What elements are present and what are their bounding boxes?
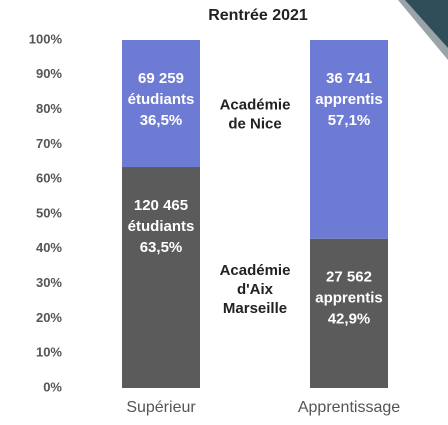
y-tick-label: 80% [36, 101, 62, 116]
series-label: Académie de Nice [220, 96, 291, 132]
y-tick-label: 20% [36, 310, 62, 325]
y-tick-label: 50% [36, 205, 62, 220]
y-tick-label: 100% [29, 31, 63, 46]
bar-segment [310, 238, 388, 388]
y-tick-label: 60% [36, 171, 62, 186]
data-label: 27 562 apprentis 42,9% [315, 269, 383, 328]
y-tick-label: 0% [43, 379, 62, 394]
decoration [405, 0, 448, 48]
data-label: 120 465 étudiants 63,5% [128, 197, 195, 256]
chart-title: Rentrée 2021 [208, 7, 308, 24]
data-label: 69 259 étudiants 36,5% [128, 70, 195, 129]
bar-segment [310, 40, 388, 239]
y-tick-label: 30% [36, 275, 62, 290]
y-tick-label: 70% [36, 136, 62, 151]
y-tick-label: 90% [36, 66, 62, 81]
bar-segment [122, 40, 200, 168]
y-tick-label: 40% [36, 240, 62, 255]
data-label: 36 741 apprentis 57,1% [315, 70, 383, 129]
series-label: Académie d'Aix Marseille [220, 262, 291, 317]
x-tick-label: Supérieur [126, 399, 196, 416]
y-tick-label: 10% [36, 345, 62, 360]
x-tick-label: Apprentissage [298, 399, 400, 416]
bar-segment [122, 167, 200, 388]
